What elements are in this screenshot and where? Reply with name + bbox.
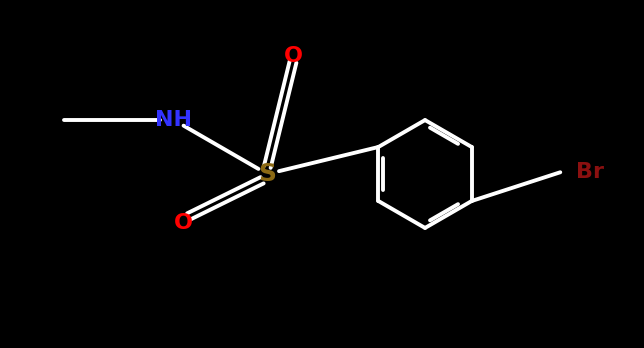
Text: S: S (258, 162, 276, 186)
Text: NH: NH (155, 110, 193, 130)
Text: O: O (174, 213, 193, 233)
Text: Br: Br (576, 162, 604, 182)
Text: O: O (283, 46, 303, 66)
